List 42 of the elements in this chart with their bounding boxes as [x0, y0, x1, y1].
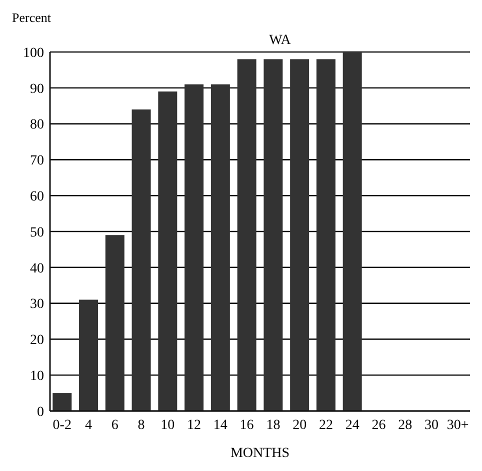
x-tick-label: 22 — [318, 418, 333, 433]
y-tick-label: 100 — [23, 46, 44, 61]
bar — [210, 84, 230, 411]
y-tick-label: 30 — [30, 297, 44, 312]
x-tick-label: 14 — [213, 418, 228, 433]
bar — [132, 109, 151, 411]
bar — [264, 59, 283, 411]
x-tick-label: 8 — [138, 418, 145, 433]
y-tick-label: 60 — [30, 190, 44, 204]
x-tick-label: 30+ — [446, 418, 469, 433]
chart-title: WA — [269, 33, 292, 48]
bar — [290, 59, 310, 411]
x-tick-label: 4 — [85, 418, 92, 433]
y-tick-label: 80 — [30, 118, 44, 133]
x-tick-label: 28 — [398, 418, 412, 433]
y-tick-label: 10 — [30, 369, 44, 384]
x-tick-label: 6 — [111, 418, 118, 433]
bar — [184, 84, 204, 411]
x-tick-label: 18 — [266, 418, 280, 433]
bar — [52, 393, 72, 411]
x-tick-label: 10 — [160, 418, 175, 433]
x-tick-label: 12 — [187, 418, 202, 433]
x-tick-label: 30 — [424, 418, 438, 433]
x-tick-label: 24 — [345, 418, 360, 433]
y-tick-label: 70 — [30, 154, 44, 169]
x-tick-label: 20 — [292, 418, 307, 433]
x-tick-label: 16 — [240, 418, 254, 433]
y-tick-label: 90 — [30, 82, 44, 97]
y-tick-label: 40 — [30, 261, 44, 276]
x-tick-label: 26 — [372, 418, 386, 433]
bar — [237, 59, 256, 411]
x-axis-title: MONTHS — [230, 446, 290, 461]
bar — [316, 59, 336, 411]
y-tick-label: 50 — [30, 225, 44, 240]
x-tick-label: 0-2 — [52, 418, 72, 433]
y-tick-label: 20 — [30, 333, 44, 348]
bar — [105, 235, 124, 411]
bar — [158, 91, 178, 411]
bar — [79, 300, 98, 411]
y-tick-label: 0 — [37, 404, 44, 420]
y-axis-title: Percent — [12, 10, 52, 25]
bar — [342, 52, 362, 411]
